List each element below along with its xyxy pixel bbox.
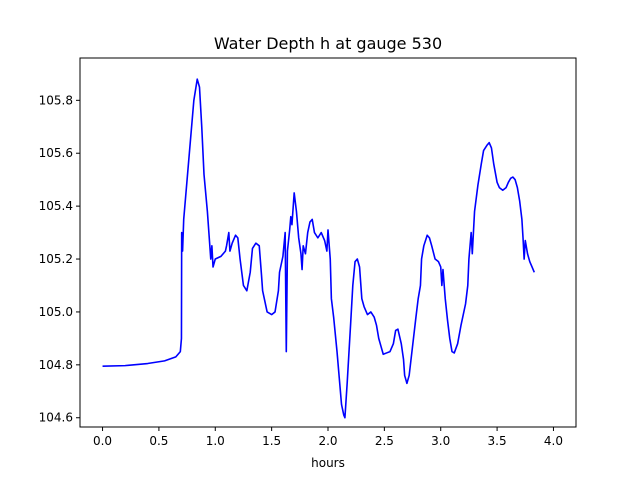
y-axis-ticks: 104.6 104.8 105.0 105.2 105.4 105.6 105.8 xyxy=(39,93,80,425)
y-tick-label: 105.0 xyxy=(39,305,73,319)
x-tick-label: 2.0 xyxy=(318,434,337,448)
x-axis-ticks: 0.0 0.5 1.0 1.5 2.0 2.5 3.0 3.5 4.0 xyxy=(93,427,563,448)
chart-title: Water Depth h at gauge 530 xyxy=(214,34,442,53)
x-tick-label: 3.5 xyxy=(488,434,507,448)
x-tick-label: 1.5 xyxy=(262,434,281,448)
y-tick-label: 105.4 xyxy=(39,199,73,213)
x-tick-label: 4.0 xyxy=(544,434,563,448)
x-axis-label: hours xyxy=(311,456,345,470)
x-tick-label: 0.0 xyxy=(93,434,112,448)
y-tick-label: 105.6 xyxy=(39,146,73,160)
series-layer xyxy=(102,78,536,419)
y-tick-label: 104.8 xyxy=(39,358,73,372)
series-line-0 xyxy=(102,78,536,419)
x-tick-label: 1.0 xyxy=(206,434,225,448)
y-tick-label: 105.2 xyxy=(39,252,73,266)
y-tick-label: 105.8 xyxy=(39,93,73,107)
y-tick-label: 104.6 xyxy=(39,411,73,425)
x-tick-label: 3.0 xyxy=(431,434,450,448)
x-tick-label: 2.5 xyxy=(375,434,394,448)
x-tick-label: 0.5 xyxy=(149,434,168,448)
